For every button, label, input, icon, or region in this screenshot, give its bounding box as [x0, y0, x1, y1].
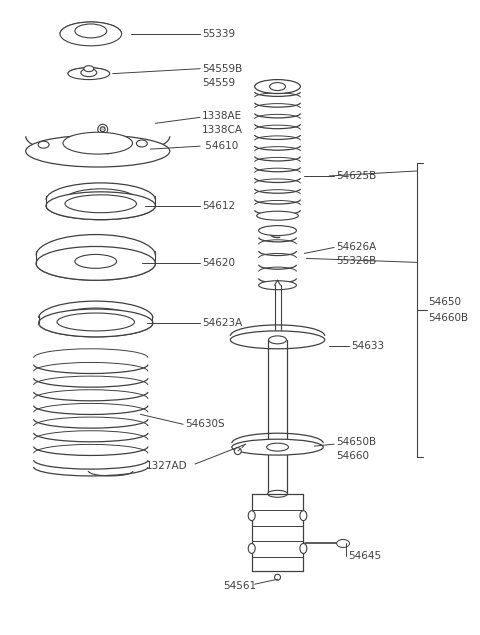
Ellipse shape — [57, 313, 134, 331]
Ellipse shape — [255, 79, 300, 93]
Text: 54623A: 54623A — [202, 318, 242, 328]
Text: 54650B: 54650B — [336, 437, 376, 447]
Ellipse shape — [63, 132, 132, 154]
Ellipse shape — [257, 211, 299, 220]
Ellipse shape — [38, 141, 49, 148]
Ellipse shape — [248, 511, 255, 521]
Text: 54620: 54620 — [202, 258, 235, 269]
Text: 54612: 54612 — [202, 201, 235, 211]
Ellipse shape — [268, 490, 288, 497]
Ellipse shape — [81, 69, 97, 77]
Ellipse shape — [234, 448, 241, 455]
Ellipse shape — [259, 281, 297, 290]
Text: 54650: 54650 — [429, 297, 461, 307]
Ellipse shape — [60, 22, 121, 46]
Ellipse shape — [68, 68, 109, 79]
Text: 1338AE: 1338AE — [202, 111, 242, 121]
Ellipse shape — [75, 24, 107, 38]
Text: 54633: 54633 — [351, 341, 384, 351]
Text: 55339: 55339 — [202, 29, 235, 39]
Ellipse shape — [275, 574, 280, 580]
Text: 54630S: 54630S — [185, 419, 225, 429]
Text: 54559B: 54559B — [202, 64, 242, 74]
Ellipse shape — [300, 544, 307, 554]
Ellipse shape — [36, 246, 156, 280]
Text: 54660B: 54660B — [429, 313, 468, 323]
Text: 54625B: 54625B — [336, 171, 376, 181]
Text: 54645: 54645 — [348, 551, 381, 561]
Text: 54610: 54610 — [202, 141, 238, 151]
Ellipse shape — [269, 336, 287, 344]
Text: 54559: 54559 — [202, 77, 235, 88]
Ellipse shape — [75, 255, 117, 269]
Ellipse shape — [300, 511, 307, 521]
Ellipse shape — [266, 443, 288, 451]
Ellipse shape — [248, 544, 255, 554]
Ellipse shape — [270, 83, 286, 91]
Text: 1327AD: 1327AD — [145, 461, 187, 471]
Ellipse shape — [102, 147, 113, 154]
Ellipse shape — [98, 124, 108, 134]
Text: 54561: 54561 — [223, 581, 256, 591]
Ellipse shape — [26, 135, 170, 167]
Ellipse shape — [336, 540, 349, 547]
Ellipse shape — [84, 65, 94, 72]
Text: 54626A: 54626A — [336, 243, 376, 253]
Ellipse shape — [65, 195, 136, 213]
Ellipse shape — [259, 225, 297, 236]
Ellipse shape — [46, 192, 156, 220]
Ellipse shape — [136, 140, 147, 147]
Text: 54660: 54660 — [336, 451, 369, 461]
Ellipse shape — [232, 439, 323, 455]
Text: 1338CA: 1338CA — [202, 125, 243, 135]
Ellipse shape — [230, 331, 324, 349]
Ellipse shape — [100, 127, 105, 131]
Text: 55326B: 55326B — [336, 257, 376, 266]
Ellipse shape — [339, 540, 347, 547]
Ellipse shape — [38, 309, 153, 337]
